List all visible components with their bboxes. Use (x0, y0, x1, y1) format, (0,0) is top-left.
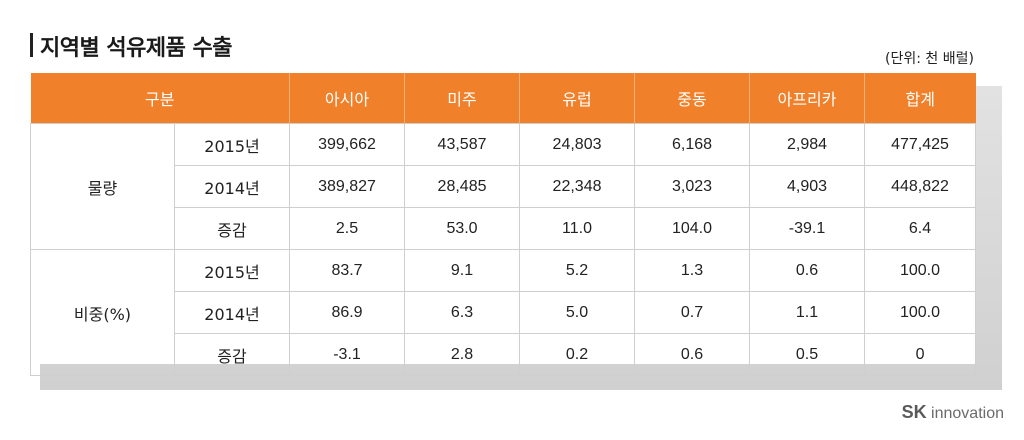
header-americas: 미주 (404, 73, 520, 124)
table-cell: 0.2 (519, 333, 636, 376)
table-cell: 24,803 (519, 123, 636, 166)
table-cell: 6.4 (864, 207, 977, 250)
table-cell: 1.1 (749, 291, 866, 334)
table-cell: 399,662 (289, 123, 406, 166)
table-cell: 83.7 (289, 249, 406, 292)
table-cell: 2.8 (404, 333, 521, 376)
table-row: 2014년 389,827 28,485 22,348 3,023 4,903 448,82… (31, 165, 977, 208)
header-middle-east: 중동 (634, 73, 750, 124)
table-row: 증감 2.5 53.0 11.0 104.0 -39.1 6.4 (31, 207, 977, 250)
row-label: 2014년 (173, 165, 291, 208)
table-cell: 100.0 (864, 291, 977, 334)
table-cell: 6.3 (404, 291, 521, 334)
header-europe: 유럽 (519, 73, 635, 124)
row-label: 2014년 (173, 291, 291, 334)
table-row: 증감 -3.1 2.8 0.2 0.6 0.5 0 (31, 333, 977, 376)
table-cell: 104.0 (634, 207, 751, 250)
table-cell: 0.5 (749, 333, 866, 376)
title-accent-bar (30, 33, 33, 57)
export-table: 구분 아시아 미주 유럽 중동 아프리카 합계 물량 2015년 399,662 43… (30, 73, 977, 376)
table-cell: 9.1 (404, 249, 521, 292)
header-category: 구분 (30, 73, 290, 124)
table-cell: 4,903 (749, 165, 866, 208)
row-label: 2015년 (173, 249, 291, 292)
table-cell: 100.0 (864, 249, 977, 292)
page-title: 지역별 석유제품 수출 (40, 36, 232, 61)
table-cell: -39.1 (749, 207, 866, 250)
table-cell: 2,984 (749, 123, 866, 166)
logo-mark: SK (901, 402, 927, 422)
table-row: 2014년 86.9 6.3 5.0 0.7 1.1 100.0 (31, 291, 977, 334)
table-cell: 5.2 (519, 249, 636, 292)
table-header-row: 구분 아시아 미주 유럽 중동 아프리카 합계 (30, 73, 976, 124)
table-cell: 477,425 (864, 123, 977, 166)
table-row: 비중(%) 2015년 83.7 9.1 5.2 1.3 0.6 100.0 (30, 249, 977, 376)
table-cell: 22,348 (519, 165, 636, 208)
header-total: 합계 (864, 73, 976, 124)
unit-label: (단위: 천 배럴) (885, 51, 974, 67)
table-cell: 0.7 (634, 291, 751, 334)
header-asia: 아시아 (289, 73, 405, 124)
row-label: 증감 (173, 333, 291, 376)
header-africa: 아프리카 (749, 73, 865, 124)
row-label: 2015년 (173, 123, 291, 166)
row-label: 증감 (173, 207, 291, 250)
table-cell: 448,822 (864, 165, 977, 208)
table-cell: -3.1 (289, 333, 406, 376)
group-label: 물량 (30, 123, 175, 250)
table-cell: 0.6 (749, 249, 866, 292)
table-cell: 389,827 (289, 165, 406, 208)
table-cell: 28,485 (404, 165, 521, 208)
table-cell: 11.0 (519, 207, 636, 250)
group-label: 비중(%) (30, 249, 175, 376)
table-cell: 3,023 (634, 165, 751, 208)
table-cell: 0.6 (634, 333, 751, 376)
logo-text: innovation (931, 405, 1004, 422)
table-cell: 1.3 (634, 249, 751, 292)
table-cell: 2.5 (289, 207, 406, 250)
table-cell: 43,587 (404, 123, 521, 166)
table-cell: 5.0 (519, 291, 636, 334)
sk-innovation-logo: SK innovation (902, 402, 1004, 423)
table-cell: 0 (864, 333, 977, 376)
table-cell: 86.9 (289, 291, 406, 334)
table-cell: 6,168 (634, 123, 751, 166)
table-row: 물량 2015년 399,662 43,587 24,803 6,168 2,984 477,… (30, 123, 977, 250)
export-table-container: 구분 아시아 미주 유럽 중동 아프리카 합계 물량 2015년 399,662 43… (30, 73, 977, 376)
table-cell: 53.0 (404, 207, 521, 250)
